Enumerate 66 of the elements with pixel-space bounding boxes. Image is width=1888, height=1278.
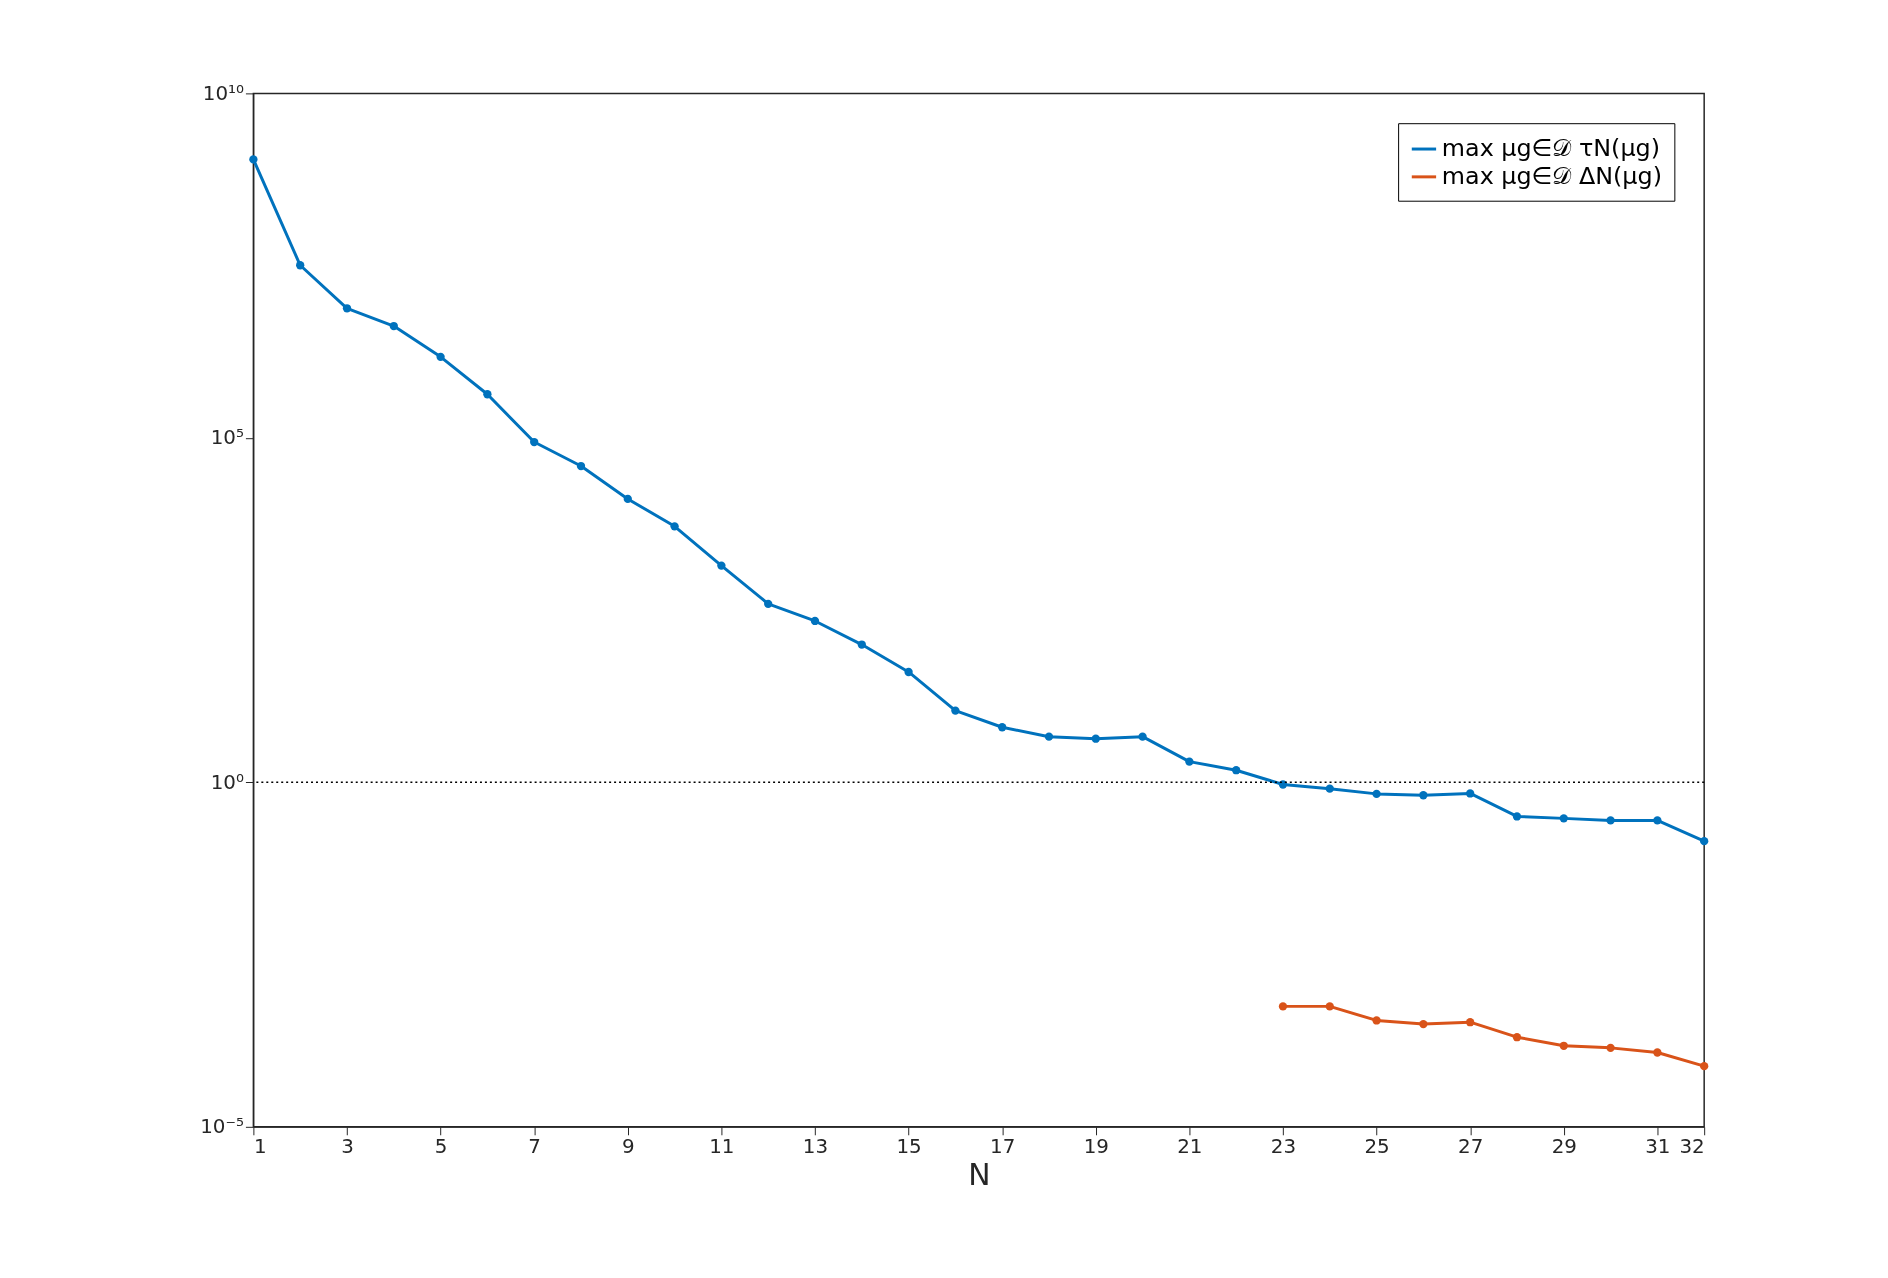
point xyxy=(1419,1019,1428,1029)
point xyxy=(576,461,586,471)
x-tick-label: 7 xyxy=(528,1135,541,1159)
y-tick-label: 10¹⁰ xyxy=(202,81,244,105)
point xyxy=(717,561,726,570)
x-tick-label: 13 xyxy=(802,1135,829,1159)
point xyxy=(1419,791,1428,800)
x-tick-label: 1 xyxy=(253,1135,267,1159)
point xyxy=(1466,1018,1475,1027)
point xyxy=(810,616,820,626)
point xyxy=(1278,1002,1288,1011)
point xyxy=(483,390,492,399)
legend-label: max μg∈𝒟 τN(μg) xyxy=(1441,133,1660,162)
point xyxy=(249,155,258,164)
legend-label: max μg∈𝒟 ΔN(μg) xyxy=(1441,161,1662,190)
x-tick-label: 11 xyxy=(709,1135,735,1159)
point xyxy=(1559,1041,1568,1050)
point xyxy=(1091,734,1100,743)
x-tick-label: 29 xyxy=(1551,1135,1577,1159)
x-tick-label: 15 xyxy=(896,1135,922,1159)
point xyxy=(1372,789,1381,799)
point xyxy=(623,494,632,504)
point xyxy=(857,640,866,649)
point xyxy=(998,723,1007,732)
x-axis-title: N xyxy=(968,1156,991,1192)
point xyxy=(1325,1002,1334,1011)
point xyxy=(342,304,352,313)
point xyxy=(1653,1048,1662,1057)
point xyxy=(1138,732,1147,741)
point xyxy=(296,261,305,270)
y-tick-label: 10⁻⁵ xyxy=(200,1115,244,1139)
x-tick-label: 21 xyxy=(1177,1135,1203,1159)
x-tick-label: 25 xyxy=(1364,1135,1390,1159)
x-tick-label: 27 xyxy=(1458,1135,1484,1159)
x-tick-label: 3 xyxy=(341,1135,354,1159)
point xyxy=(389,321,398,331)
point xyxy=(1559,814,1568,823)
point xyxy=(904,667,913,677)
point xyxy=(1653,816,1662,825)
x-tick-label: 32 xyxy=(1679,1135,1705,1159)
point xyxy=(1606,816,1615,825)
point xyxy=(1278,780,1288,789)
point xyxy=(1512,812,1522,821)
point xyxy=(1044,732,1054,741)
x-tick-label: 17 xyxy=(990,1135,1016,1159)
point xyxy=(1372,1016,1381,1025)
x-tick-label: 9 xyxy=(621,1135,635,1159)
point xyxy=(1700,837,1709,846)
point xyxy=(436,352,445,361)
point xyxy=(1325,784,1334,793)
point xyxy=(1606,1043,1615,1053)
point xyxy=(530,437,539,447)
point xyxy=(670,522,679,531)
y-tick-label: 10⁵ xyxy=(210,426,244,450)
point xyxy=(1185,757,1194,766)
x-tick-label: 19 xyxy=(1083,1135,1109,1159)
x-tick-label: 23 xyxy=(1270,1135,1297,1159)
point xyxy=(951,706,960,715)
y-tick-label: 10⁰ xyxy=(210,770,244,794)
point xyxy=(1232,766,1241,775)
x-tick-label: 31 xyxy=(1645,1135,1671,1159)
point xyxy=(1466,789,1475,798)
point xyxy=(764,599,773,608)
point xyxy=(1512,1033,1522,1042)
point xyxy=(1700,1061,1709,1071)
x-tick-label: 5 xyxy=(434,1135,448,1159)
